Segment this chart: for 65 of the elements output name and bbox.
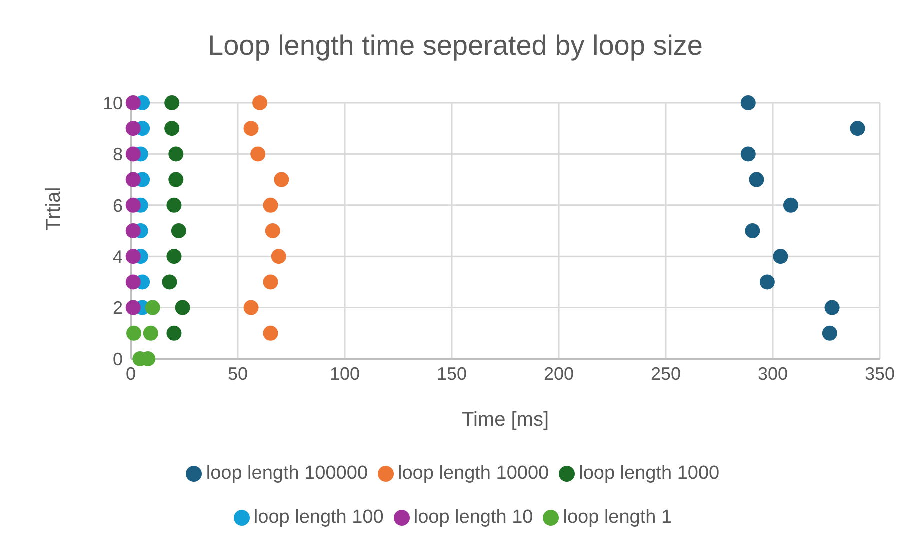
point [740, 96, 756, 110]
point [126, 96, 141, 110]
point [164, 121, 180, 136]
point [126, 249, 141, 264]
point [265, 224, 280, 238]
legend-label: loop length 1 [563, 507, 672, 528]
point [271, 249, 286, 264]
x-tick-label: 200 [544, 364, 574, 384]
point [263, 326, 278, 341]
point [126, 172, 141, 188]
point [166, 326, 182, 341]
point [783, 198, 798, 213]
point [244, 121, 259, 136]
x-tick-label: 100 [330, 364, 360, 384]
point [126, 224, 141, 238]
y-tick-label: 10 [102, 93, 123, 114]
y-tick-label: 6 [112, 196, 123, 216]
point [126, 146, 141, 162]
point [166, 249, 182, 264]
x-tick-label: 150 [436, 364, 468, 384]
point [143, 326, 158, 341]
point [773, 249, 788, 264]
legend-label: loop length 10 [414, 507, 534, 528]
point [850, 121, 866, 136]
point [126, 274, 141, 290]
point [145, 300, 160, 316]
point [822, 326, 838, 341]
x-tick-label: 300 [758, 364, 788, 384]
point [168, 146, 184, 162]
point [171, 224, 186, 238]
x-axis-title: Time [ms] [462, 409, 550, 431]
point [126, 326, 142, 341]
point [824, 300, 840, 316]
point [166, 198, 182, 213]
y-tick-label: 0 [112, 349, 123, 370]
point [263, 198, 278, 213]
y-tick-label: 2 [112, 298, 123, 318]
point [175, 300, 190, 316]
point [126, 198, 141, 213]
x-tick-label: 50 [228, 364, 248, 384]
point [274, 172, 290, 188]
legend-label: loop length 100000 [206, 463, 368, 484]
point [263, 274, 278, 290]
point [244, 300, 259, 316]
y-tick-label: 4 [112, 246, 123, 267]
point [740, 146, 756, 162]
point [162, 274, 178, 290]
legend-label: loop length 10000 [398, 463, 550, 484]
legend-label: loop length 100 [254, 507, 384, 528]
point [252, 96, 268, 110]
point [168, 172, 184, 188]
chart-title: Loop length time seperated by loop size [207, 29, 704, 63]
point [126, 121, 141, 136]
x-tick-label: 350 [864, 364, 896, 384]
point [745, 224, 760, 238]
point [126, 300, 141, 316]
y-tick-label: 8 [112, 144, 123, 165]
x-tick-label: 250 [650, 364, 682, 384]
legend-label: loop length 1000 [579, 463, 720, 484]
point [164, 96, 180, 110]
x-tick-label: 0 [126, 364, 136, 384]
point [749, 172, 764, 188]
point [760, 274, 775, 290]
y-axis-title: Trtial [43, 187, 66, 231]
point [250, 146, 266, 162]
